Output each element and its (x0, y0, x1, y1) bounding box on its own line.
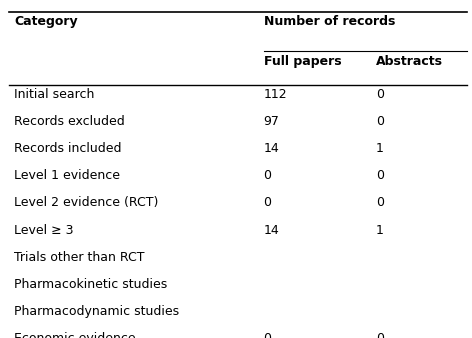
Text: 14: 14 (263, 224, 279, 237)
Text: 0: 0 (263, 332, 271, 338)
Text: Economic evidence: Economic evidence (14, 332, 135, 338)
Text: Trials other than RCT: Trials other than RCT (14, 251, 144, 264)
Text: 0: 0 (263, 169, 271, 182)
Text: Initial search: Initial search (14, 88, 94, 101)
Text: Pharmacodynamic studies: Pharmacodynamic studies (14, 305, 179, 318)
Text: Level 2 evidence (RCT): Level 2 evidence (RCT) (14, 196, 159, 210)
Text: 0: 0 (376, 332, 384, 338)
Text: Category: Category (14, 15, 77, 28)
Text: 0: 0 (376, 88, 384, 101)
Text: Records included: Records included (14, 142, 121, 155)
Text: Abstracts: Abstracts (376, 55, 443, 68)
Text: Full papers: Full papers (263, 55, 341, 68)
Text: 14: 14 (263, 142, 279, 155)
Text: Level ≥ 3: Level ≥ 3 (14, 224, 74, 237)
Text: Records excluded: Records excluded (14, 115, 125, 128)
Text: 0: 0 (376, 196, 384, 210)
Text: 0: 0 (376, 169, 384, 182)
Text: 1: 1 (376, 142, 384, 155)
Text: 112: 112 (263, 88, 287, 101)
Text: Level 1 evidence: Level 1 evidence (14, 169, 120, 182)
Text: 0: 0 (263, 196, 271, 210)
Text: 0: 0 (376, 115, 384, 128)
Text: Number of records: Number of records (263, 15, 395, 28)
Text: 1: 1 (376, 224, 384, 237)
Text: Pharmacokinetic studies: Pharmacokinetic studies (14, 278, 167, 291)
Text: 97: 97 (263, 115, 279, 128)
